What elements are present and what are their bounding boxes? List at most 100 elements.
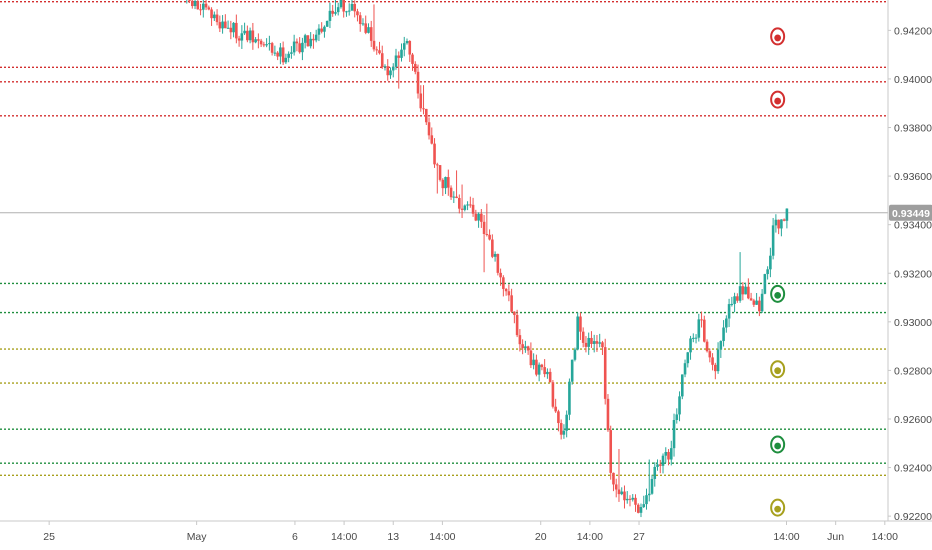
time-axis[interactable]: 25 May 6 14:00 13 14:00 20 14:00 27 14:00 Jun 14:00: [43, 521, 898, 543]
candle-down: [499, 268, 502, 286]
candle-body: [427, 122, 431, 136]
candle-body: [518, 335, 522, 345]
x-tick-label: 14:00: [577, 531, 603, 543]
candle-body: [422, 108, 425, 110]
marker-dot: [774, 97, 782, 105]
levels-layer: [0, 1, 888, 477]
x-tick-label: 14:00: [429, 531, 455, 543]
candle-body: [257, 39, 260, 41]
candle-body: [353, 3, 357, 12]
level-marker-support[interactable]: [770, 435, 786, 454]
level-marker-support[interactable]: [770, 284, 786, 303]
level-marker-neutral[interactable]: [770, 360, 786, 379]
candle-up: [325, 20, 329, 27]
candle-body: [281, 47, 285, 63]
candle-up: [290, 46, 293, 59]
candle-body: [380, 53, 384, 68]
candle-body: [235, 22, 238, 39]
candle-body: [711, 357, 714, 365]
candle-body: [188, 0, 191, 1]
level-marker-resistance[interactable]: [770, 90, 786, 109]
candle-body: [438, 165, 442, 180]
candle-body: [782, 219, 786, 221]
markers-layer: [770, 27, 786, 517]
candle-body: [314, 34, 318, 41]
candle-down: [758, 296, 761, 317]
candle-down: [469, 196, 472, 208]
candle-down: [235, 14, 238, 44]
price-axis[interactable]: 0.92200 0.92400 0.92600 0.92800 0.93000 0.932…: [888, 25, 932, 523]
candle-body: [562, 430, 566, 435]
candle-body: [433, 143, 436, 165]
candle-down: [424, 108, 428, 126]
candle-up: [675, 408, 679, 424]
candle-up: [240, 25, 244, 49]
candle-body: [482, 221, 486, 234]
candle-body: [190, 0, 194, 7]
level-marker-neutral[interactable]: [770, 498, 786, 517]
candle-body: [204, 3, 208, 8]
candle-body: [224, 21, 227, 29]
candle-body: [664, 451, 668, 456]
candle-body: [598, 342, 602, 344]
candle-up: [645, 488, 648, 510]
candle-body: [400, 49, 403, 58]
candle-body: [375, 49, 379, 51]
candle-down: [579, 312, 582, 340]
candle-body: [284, 57, 288, 63]
candle-body: [579, 316, 582, 332]
candle-body: [411, 54, 414, 64]
candle-body: [691, 337, 695, 339]
candle-body: [546, 371, 549, 375]
candle-body: [703, 319, 706, 342]
level-marker-resistance[interactable]: [770, 27, 786, 46]
candle-down: [480, 209, 483, 228]
candle-up: [785, 208, 789, 229]
candle-down: [614, 478, 618, 498]
candle-up: [466, 201, 469, 211]
candle-body: [199, 9, 202, 11]
candle-down: [433, 138, 436, 168]
candle-up: [367, 23, 370, 34]
candle-body: [639, 507, 643, 513]
candle-down: [419, 85, 423, 112]
x-tick-label: 14:00: [331, 531, 357, 543]
candle-up: [213, 11, 216, 22]
y-tick-label: 0.93000: [894, 317, 932, 329]
candle-down: [521, 339, 524, 355]
candle-down: [331, 4, 334, 17]
candle-down: [320, 22, 323, 34]
candle-body: [364, 23, 368, 33]
candle-body: [570, 359, 574, 382]
candle-body: [402, 43, 406, 50]
candle-body: [617, 489, 621, 495]
candle-down: [554, 398, 557, 413]
candle-body: [595, 341, 599, 344]
candle-down: [364, 15, 368, 35]
candle-body: [749, 298, 753, 301]
y-tick-label: 0.93200: [894, 268, 932, 280]
candle-body: [215, 14, 219, 23]
candle-body: [342, 0, 345, 12]
candle-body: [298, 43, 301, 53]
candle-body: [697, 319, 701, 338]
candle-down: [270, 41, 274, 56]
candle-body: [416, 71, 420, 94]
candle-body: [229, 27, 233, 33]
candle-body: [485, 233, 489, 235]
candle-body: [603, 347, 607, 399]
candle-up: [570, 359, 574, 385]
candle-up: [336, 2, 340, 16]
candle-down: [458, 194, 461, 214]
candle-body: [777, 219, 780, 229]
candle-body: [771, 225, 775, 256]
candle-body: [763, 274, 767, 294]
candle-up: [287, 51, 290, 63]
marker-dot: [774, 367, 782, 375]
candle-up: [350, 0, 354, 11]
y-tick-label: 0.92200: [894, 511, 932, 523]
candle-down: [281, 41, 285, 65]
candle-body: [331, 10, 334, 14]
